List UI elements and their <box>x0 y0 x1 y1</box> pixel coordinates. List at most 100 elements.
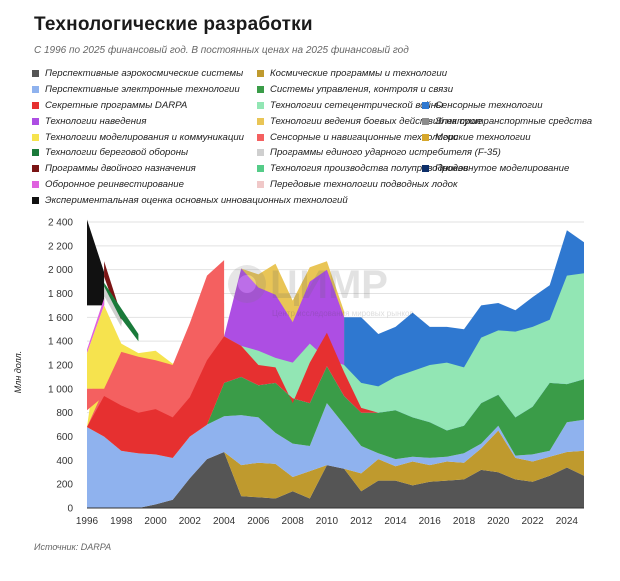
x-tick-label: 2004 <box>213 516 236 527</box>
legend-label: Технологии сетецентрической войны <box>270 99 444 111</box>
legend-label: Морские технологии <box>435 131 531 143</box>
y-tick-label: 1 200 <box>48 361 73 372</box>
legend-swatch <box>32 133 39 141</box>
legend-swatch <box>32 85 39 93</box>
y-tick-label: 2 400 <box>48 218 73 229</box>
area-series <box>104 286 122 327</box>
legend-item: Программы единого ударного истребителя (… <box>257 147 501 158</box>
legend-item: Перспективные электронные технологии <box>32 84 240 95</box>
y-tick-label: 1 000 <box>48 384 73 395</box>
legend-label: Оборонное реинвестирование <box>45 179 184 191</box>
legend-swatch <box>257 70 264 77</box>
legend-row: Технологии наведения Технологии ведения б… <box>32 116 612 132</box>
area-series <box>87 403 584 508</box>
legend-swatch <box>422 133 429 141</box>
area-series <box>87 298 105 354</box>
y-tick-label: 600 <box>56 432 73 443</box>
legend-item: Оборонное реинвестирование <box>32 179 184 190</box>
watermark-subtext: Центр исследования мировых рынков <box>272 309 414 318</box>
y-tick-label: 1 600 <box>48 313 73 324</box>
legend-label: Технологии моделирования и коммуникации <box>45 131 245 143</box>
x-tick-label: 2014 <box>384 516 407 527</box>
legend-swatch <box>32 197 39 205</box>
legend-item: Сенсорные и навигационные технологии <box>257 132 458 143</box>
legend-swatch <box>422 117 429 125</box>
legend-item: Сенсорные технологии <box>422 100 543 111</box>
chart-title: Технологические разработки <box>34 14 313 35</box>
legend-label: Системы управления, контроля и связи <box>270 83 454 95</box>
source-note: Источник: DARPA <box>34 542 112 552</box>
y-tick-label: 1 400 <box>48 337 73 348</box>
y-tick-label: 800 <box>56 408 73 419</box>
legend-label: Технологии ведения боевых действий на су… <box>270 115 483 127</box>
legend-label: Продвинутое моделирование <box>435 163 570 175</box>
legend-row: Экспериментальная оценка основных иннова… <box>32 195 612 211</box>
area-series <box>87 366 584 460</box>
y-tick-label: 400 <box>56 456 73 467</box>
legend-label: Передовые технологии подводных лодок <box>270 179 458 191</box>
y-tick-label: 1 800 <box>48 289 73 300</box>
legend-item: Перспективные аэрокосмические системы <box>32 68 243 79</box>
y-tick-label: 2 000 <box>48 265 73 276</box>
y-axis-ticks: 0 200 400 600 800 1 000 1 200 1 400 1 600 1 800 2 … <box>48 218 73 515</box>
legend-row: Технологии береговой обороны Программы ед… <box>32 147 612 163</box>
watermark-logo: ЦИМР Центр исследования мировых рынков <box>228 263 414 318</box>
area-series <box>87 332 379 458</box>
legend-swatch <box>257 181 264 189</box>
legend-swatch <box>32 181 39 189</box>
legend-item: Морские технологии <box>422 132 531 143</box>
legend-item: Системы управления, контроля и связи <box>257 84 453 95</box>
y-tick-label: 200 <box>56 480 73 491</box>
watermark-text: ЦИМР <box>270 263 388 307</box>
x-tick-label: 2018 <box>453 516 476 527</box>
legend-swatch <box>422 165 429 173</box>
legend-swatch <box>422 101 429 109</box>
legend-item: Программы двойного назначения <box>32 163 196 174</box>
legend-swatch <box>32 117 39 125</box>
legend-item: Технологии моделирования и коммуникации <box>32 132 244 143</box>
x-tick-label: 1996 <box>76 516 99 527</box>
legend-label: Технология производства полупроводников <box>270 163 469 175</box>
legend-label: Технологии наведения <box>45 115 147 127</box>
legend-label: Перспективные электронные технологии <box>45 83 240 95</box>
legend-swatch <box>32 149 39 157</box>
area-series <box>87 430 584 508</box>
legend-swatch <box>32 101 39 109</box>
legend-swatch <box>257 133 264 141</box>
legend-label: Сенсорные и навигационные технологии <box>270 131 459 143</box>
legend-swatch <box>257 101 264 109</box>
x-tick-label: 2022 <box>521 516 544 527</box>
x-tick-label: 2008 <box>282 516 305 527</box>
legend-swatch <box>257 165 264 173</box>
legend-label: Экспериментальная оценка основных иннова… <box>45 195 348 207</box>
legend-swatch <box>257 117 264 125</box>
y-tick-label: 2 200 <box>48 241 73 252</box>
x-tick-label: 1998 <box>110 516 133 527</box>
legend-label: Программы единого ударного истребителя (… <box>270 147 501 159</box>
area-series <box>87 219 105 306</box>
x-axis-ticks: 1996 1998 2000 2002 2004 2006 2008 2010 2012 2014… <box>76 516 579 527</box>
legend-item: Электротранспортные средства <box>422 116 592 127</box>
x-tick-label: 2002 <box>179 516 202 527</box>
legend-row: Секретные программы DARPA Технологии сете… <box>32 100 612 116</box>
area-series <box>87 305 105 389</box>
area-series <box>104 282 139 342</box>
legend-row: Оборонное реинвестирование Передовые техн… <box>32 179 612 195</box>
x-tick-label: 2012 <box>350 516 373 527</box>
legend-item: Космические программы и технологии <box>257 68 447 79</box>
area-series <box>87 452 584 508</box>
y-tick-label: 0 <box>67 504 73 515</box>
legend-label: Перспективные аэрокосмические системы <box>45 68 244 79</box>
legend-item: Экспериментальная оценка основных иннова… <box>32 195 348 206</box>
x-tick-label: 2020 <box>487 516 510 527</box>
legend-swatch <box>257 149 264 157</box>
legend-label: Секретные программы DARPA <box>45 99 188 111</box>
x-tick-label: 2024 <box>556 516 579 527</box>
legend-item: Технологии сетецентрической войны <box>257 100 443 111</box>
legend-swatch <box>257 85 264 93</box>
chart-subtitle: С 1996 по 2025 финансовый год. В постоян… <box>34 45 409 56</box>
legend-label: Программы двойного назначения <box>45 163 196 175</box>
legend-row: Перспективные аэрокосмические системы Кос… <box>32 68 612 84</box>
legend-label: Космические программы и технологии <box>270 68 448 79</box>
